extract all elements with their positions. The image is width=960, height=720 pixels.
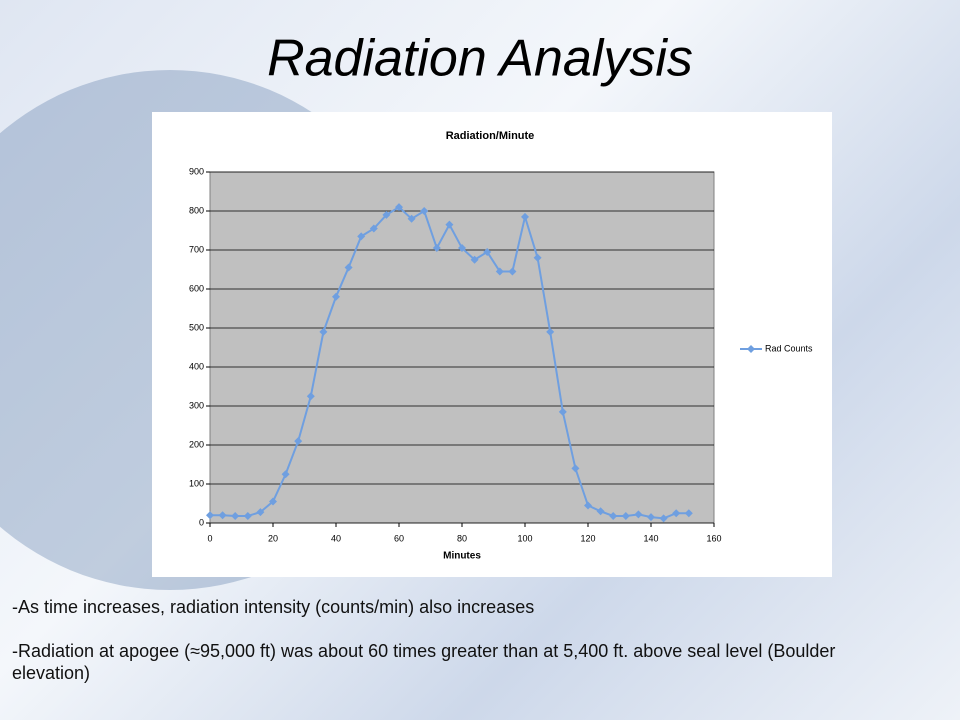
x-tick-label: 120 [580, 533, 595, 543]
x-tick-label: 160 [706, 533, 721, 543]
x-axis-title: Minutes [443, 551, 481, 562]
data-point [596, 507, 605, 516]
y-tick-label: 700 [189, 244, 204, 254]
y-tick-label: 300 [189, 400, 204, 410]
x-tick-label: 60 [394, 533, 404, 543]
data-point [243, 511, 252, 520]
data-point [458, 244, 466, 253]
data-point [483, 247, 492, 256]
data-point [445, 220, 454, 229]
data-point [432, 244, 441, 253]
data-point [332, 292, 340, 301]
data-point [521, 212, 529, 221]
y-tick-label: 100 [189, 478, 204, 488]
x-tick-label: 20 [268, 533, 278, 543]
data-point [647, 513, 655, 522]
legend-marker [747, 345, 755, 353]
data-point [306, 392, 315, 401]
data-point [533, 253, 542, 262]
x-tick-label: 80 [457, 533, 467, 543]
data-point [231, 511, 240, 520]
legend-label: Rad Counts [765, 343, 813, 353]
data-point [395, 203, 403, 212]
data-point [546, 327, 555, 336]
data-point [571, 464, 580, 473]
data-point [344, 263, 353, 272]
bullet: -Radiation at apogee (≈95,000 ft) was ab… [12, 641, 836, 683]
x-tick-label: 100 [517, 533, 532, 543]
data-point [558, 407, 567, 416]
data-point [495, 267, 504, 276]
data-point [584, 501, 592, 510]
plot-area [209, 171, 715, 524]
bullet: -As time increases, radiation intensity … [12, 597, 535, 617]
data-point [319, 327, 328, 336]
chart-title: Radiation/Minute [446, 130, 535, 142]
data-point [357, 232, 366, 241]
data-point [609, 511, 618, 520]
data-point [206, 511, 214, 520]
y-tick-label: 200 [189, 439, 204, 449]
data-point [294, 437, 303, 446]
data-point [659, 514, 668, 523]
data-point [269, 497, 277, 506]
data-point [382, 210, 391, 219]
data-point [407, 214, 416, 223]
data-point [281, 470, 290, 479]
data-point [470, 255, 479, 264]
y-tick-label: 400 [189, 361, 204, 371]
data-point [369, 224, 378, 233]
y-tick-label: 500 [189, 322, 204, 332]
data-point [256, 508, 265, 517]
data-point [672, 509, 681, 518]
x-tick-label: 0 [207, 533, 212, 543]
y-tick-label: 800 [189, 205, 204, 215]
slide-title: Radiation Analysis [267, 30, 693, 88]
data-point [684, 509, 693, 518]
y-tick-label: 600 [189, 283, 204, 293]
data-point [634, 510, 643, 519]
data-point [218, 511, 227, 520]
data-point [508, 267, 517, 276]
data-point [621, 511, 630, 520]
x-tick-label: 140 [643, 533, 658, 543]
y-tick-label: 0 [199, 517, 204, 527]
data-point [420, 207, 429, 215]
y-tick-label: 900 [189, 166, 204, 176]
x-tick-label: 40 [331, 533, 341, 543]
